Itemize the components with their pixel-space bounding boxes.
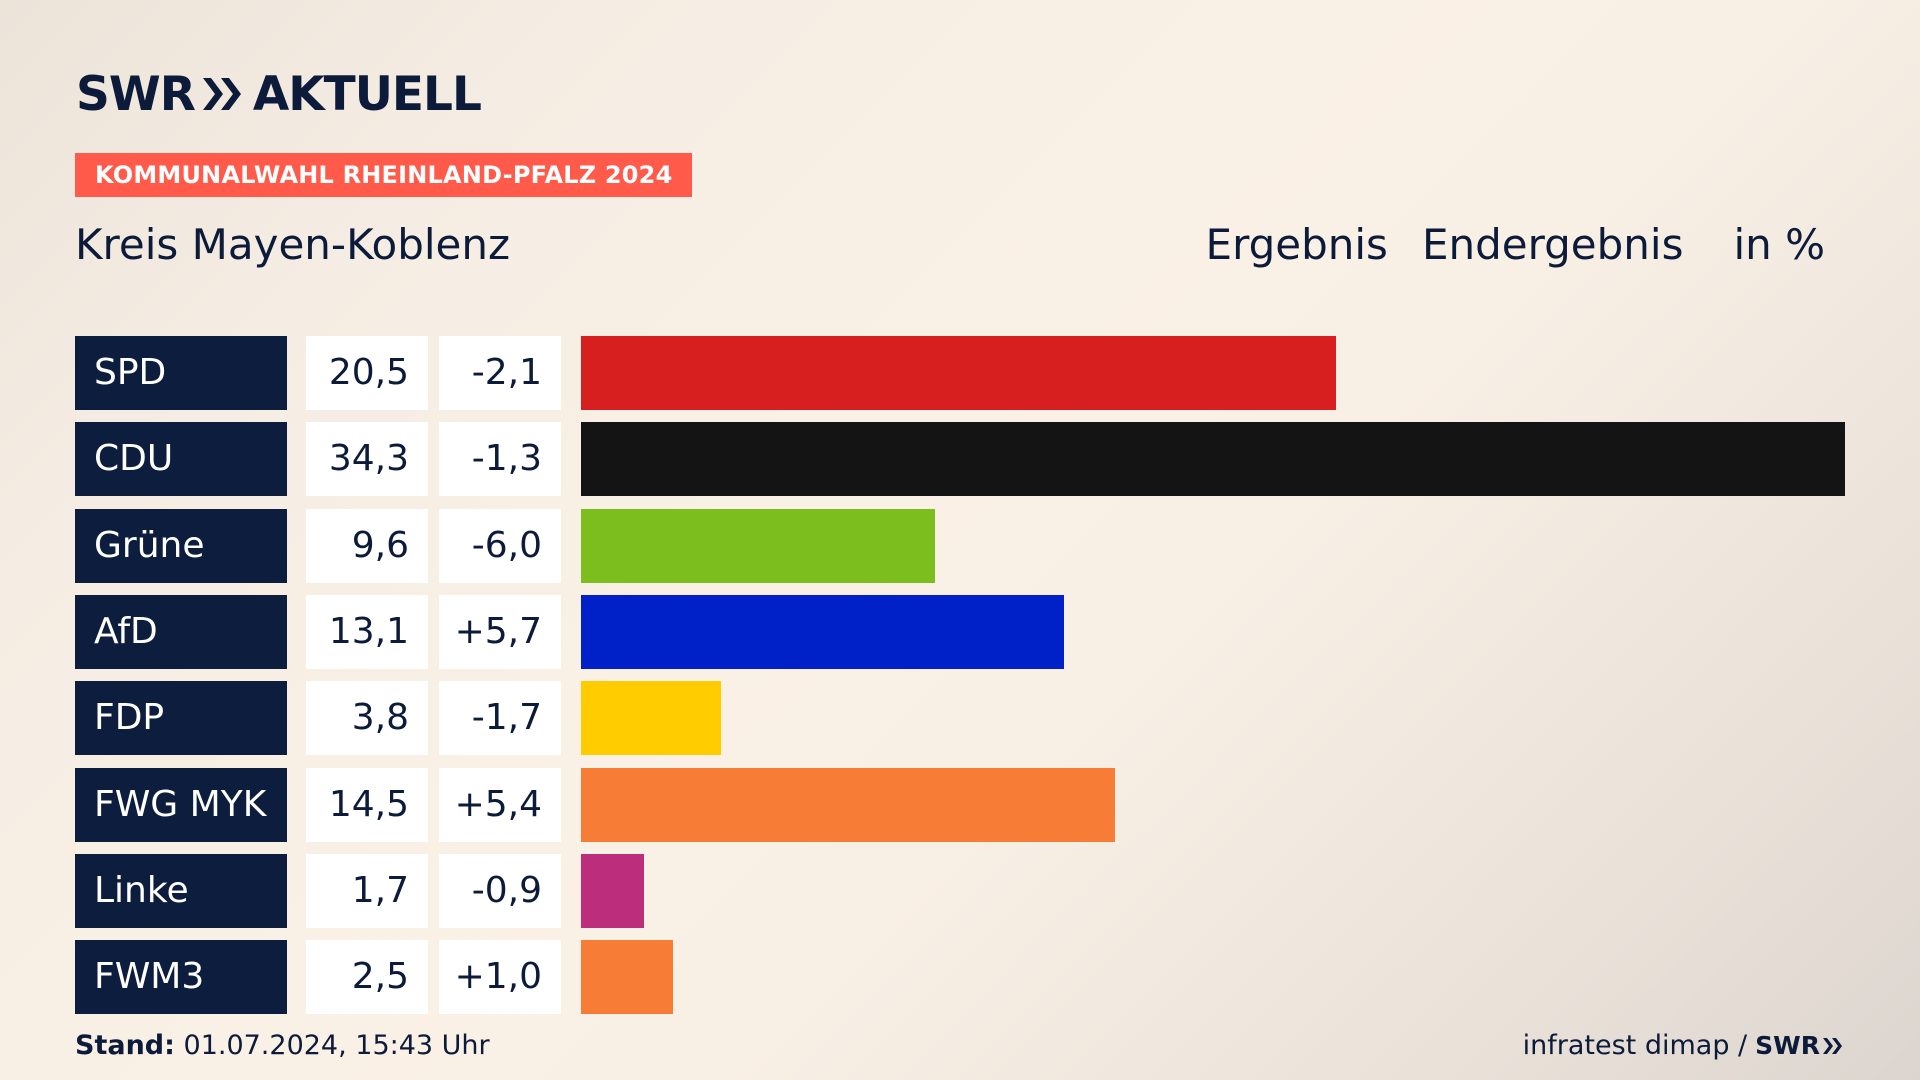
change-value: +5,7 [439, 594, 561, 669]
logo-aktuell-text: AKTUELL [252, 66, 482, 122]
change-value: -1,3 [439, 422, 561, 497]
double-chevron-small-icon [1823, 1037, 1842, 1054]
timestamp: Stand: 01.07.2024, 15:43 Uhr [75, 1030, 490, 1061]
result-bar [581, 767, 1116, 842]
change-value: -2,1 [439, 336, 561, 410]
election-badge: KOMMUNALWAHL RHEINLAND-PFALZ 2024 [75, 153, 693, 197]
party-label: SPD [75, 336, 287, 410]
result-bar [581, 508, 935, 583]
party-label: CDU [75, 422, 287, 497]
double-chevron-icon [202, 78, 241, 110]
logo-swr-text: SWR [76, 66, 196, 122]
result-value: 3,8 [306, 681, 428, 756]
change-value: +5,4 [439, 767, 561, 842]
source-text: infratest dimap / [1522, 1030, 1748, 1061]
result-row: Linke 1,7 -0,9 [75, 853, 1845, 928]
party-label: FWG MYK [75, 767, 287, 842]
stand-label: Stand: [75, 1030, 175, 1061]
result-bar [581, 422, 1845, 497]
change-value: -1,7 [439, 681, 561, 756]
result-bar [581, 853, 644, 928]
result-row: FDP 3,8 -1,7 [75, 681, 1845, 756]
swr-aktuell-logo: SWR AKTUELL [76, 64, 482, 124]
party-label: FDP [75, 681, 287, 756]
result-value: 1,7 [306, 853, 428, 928]
stand-value: 01.07.2024, 15:43 Uhr [183, 1030, 490, 1061]
change-value: -0,9 [439, 853, 561, 928]
result-bar [581, 594, 1064, 669]
region-title: Kreis Mayen-Koblenz [75, 220, 511, 269]
party-label: Linke [75, 853, 287, 928]
party-label: AfD [75, 594, 287, 669]
header-ergebnis: Ergebnis [1205, 220, 1388, 269]
result-value: 2,5 [306, 940, 428, 1015]
result-value: 9,6 [306, 508, 428, 583]
result-value: 34,3 [306, 422, 428, 497]
result-row: FWM3 2,5 +1,0 [75, 940, 1845, 1015]
result-bar [581, 940, 674, 1015]
result-row: CDU 34,3 -1,3 [75, 422, 1845, 497]
result-row: Grüne 9,6 -6,0 [75, 508, 1845, 583]
swr-small-text: SWR [1755, 1031, 1820, 1060]
result-value: 13,1 [306, 594, 428, 669]
header-endergebnis: Endergebnis [1421, 220, 1684, 269]
result-row: SPD 20,5 -2,1 [75, 336, 1845, 410]
change-value: -6,0 [439, 508, 561, 583]
source-credit: infratest dimap / SWR [1523, 1030, 1844, 1061]
column-header: Ergebnis Endergebnis in % [1206, 220, 1825, 269]
swr-small-logo: SWR [1755, 1031, 1844, 1060]
result-row: AfD 13,1 +5,7 [75, 594, 1845, 669]
result-row: FWG MYK 14,5 +5,4 [75, 767, 1845, 842]
change-value: +1,0 [439, 940, 561, 1015]
party-label: Grüne [75, 508, 287, 583]
party-label: FWM3 [75, 940, 287, 1015]
header-unit: in % [1733, 220, 1825, 269]
result-value: 14,5 [306, 767, 428, 842]
result-bar [581, 336, 1337, 410]
result-value: 20,5 [306, 336, 428, 410]
result-bar [581, 681, 722, 756]
